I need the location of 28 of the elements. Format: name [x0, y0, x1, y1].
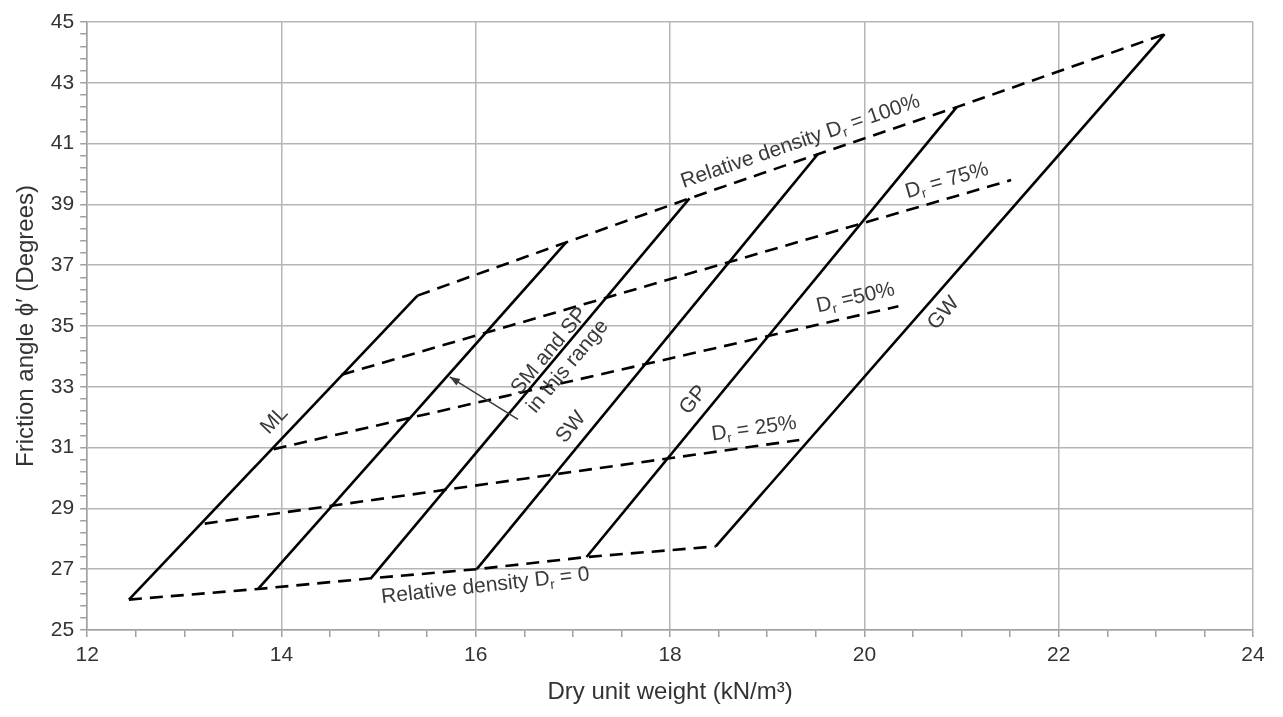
annotation: Relative density Dr = 0 — [379, 561, 591, 608]
annotation: Dr = 25% — [709, 409, 798, 446]
y-tick-label: 43 — [50, 69, 75, 93]
x-tick-label: 18 — [658, 642, 682, 666]
annotation: SW — [550, 405, 590, 447]
y-axis-title: Friction angle ϕ′ (Degrees) — [11, 184, 39, 468]
annotation: GW — [921, 290, 964, 334]
y-tick-label: 39 — [50, 191, 75, 215]
annotation: Dr = 75% — [902, 155, 991, 202]
y-tick-label: 41 — [50, 130, 75, 154]
y-tick-label: 35 — [50, 312, 75, 336]
y-tick-label: 25 — [50, 616, 75, 640]
x-axis-title: Dry unit weight (kN/m³) — [547, 677, 793, 705]
y-tick-label: 33 — [50, 373, 75, 397]
y-tick-label: 37 — [50, 252, 75, 275]
y-tick-label: 31 — [50, 434, 75, 458]
x-tick-label: 14 — [269, 642, 294, 666]
x-tick-label: 20 — [852, 642, 877, 666]
y-tick-label: 27 — [50, 556, 75, 579]
annotation: ML — [254, 400, 292, 438]
y-tick-label: 29 — [50, 495, 75, 519]
y-tick-label: 45 — [50, 8, 75, 32]
x-tick-label: 24 — [1241, 642, 1265, 666]
x-tick-label: 22 — [1047, 642, 1071, 666]
annotation: Dr =50% — [813, 276, 897, 317]
x-tick-label: 16 — [464, 642, 488, 666]
annotation: GP — [673, 379, 711, 418]
x-tick-label: 12 — [75, 642, 99, 666]
